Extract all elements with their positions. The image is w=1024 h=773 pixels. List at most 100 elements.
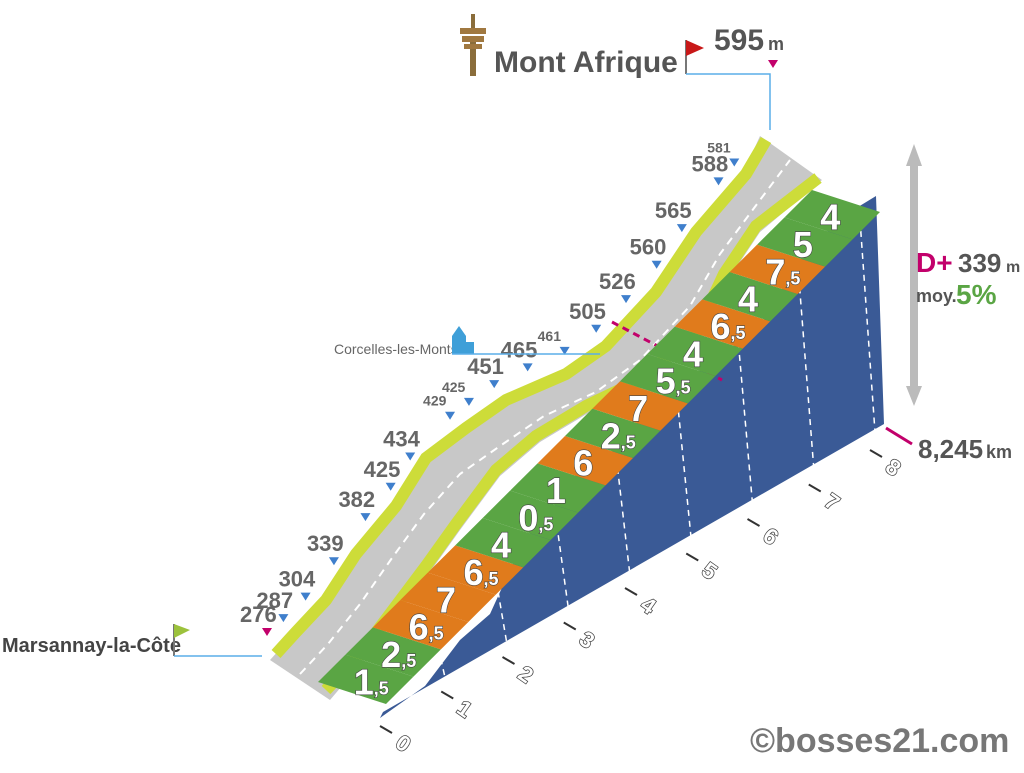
altitude-label: 382 bbox=[338, 487, 375, 512]
gradient-label: 7 bbox=[436, 579, 456, 620]
gradient-tile bbox=[647, 326, 743, 376]
start-flag-icon bbox=[173, 624, 190, 656]
km-tick-mark bbox=[746, 518, 761, 527]
waypoint-name: Corcelles-les-Monts bbox=[334, 341, 458, 357]
gradient-tile bbox=[537, 436, 633, 486]
altitude-label: 581 bbox=[707, 139, 731, 155]
gradient-tile bbox=[784, 190, 880, 240]
altitude-marker-icon bbox=[621, 295, 632, 304]
altitude-marker-icon bbox=[278, 614, 289, 623]
altitude-label: 451 bbox=[467, 354, 504, 379]
distance-value: 8,245 bbox=[918, 434, 983, 464]
wall-gridline bbox=[553, 502, 571, 619]
gradient-tile bbox=[510, 463, 606, 513]
km-tick-label: 4 bbox=[636, 592, 661, 620]
km-tick-mark bbox=[379, 725, 393, 734]
summit-marker-icon bbox=[768, 60, 778, 68]
road-edge-outer bbox=[271, 136, 772, 659]
gradient-tile bbox=[674, 299, 771, 349]
km-tick-mark bbox=[869, 449, 883, 458]
gradient-tile bbox=[757, 217, 853, 267]
road-surface bbox=[270, 136, 822, 700]
altitude-label: 339 bbox=[307, 531, 344, 556]
km-tick-label: 7 bbox=[820, 488, 844, 516]
altitude-labels: 2762873043393824254344294254514654615055… bbox=[240, 139, 740, 636]
altitude-marker-icon bbox=[463, 397, 474, 406]
altitude-label: 276 bbox=[240, 602, 277, 627]
km-tick-label: 1 bbox=[452, 695, 476, 723]
gradient-tile bbox=[372, 600, 469, 650]
altitude-label: 429 bbox=[423, 393, 447, 409]
gradient-tile bbox=[592, 381, 688, 431]
altitude-marker-icon bbox=[328, 557, 339, 566]
altitude-marker-icon bbox=[676, 224, 687, 233]
altitude-marker-icon bbox=[405, 452, 416, 461]
km-tick-mark bbox=[440, 690, 454, 700]
altitude-label: 505 bbox=[569, 299, 606, 324]
km-tick-label: 3 bbox=[575, 626, 599, 654]
distance-leader bbox=[885, 426, 913, 446]
km-tick-mark bbox=[685, 552, 699, 562]
gradient-tile bbox=[565, 408, 661, 458]
altitude-label: 526 bbox=[599, 269, 636, 294]
gradient-label: 4 bbox=[820, 197, 840, 238]
km-tick-mark bbox=[808, 483, 822, 493]
altitude-marker-icon bbox=[713, 177, 724, 186]
gradient-label: 7 bbox=[628, 388, 648, 429]
km-tick-mark bbox=[563, 621, 577, 631]
altitude-marker-icon bbox=[360, 513, 371, 522]
km-tick-label: 0 bbox=[391, 730, 415, 758]
gradient-label: 5 bbox=[793, 224, 813, 265]
wall-gridline bbox=[736, 332, 755, 516]
gradient-tile bbox=[318, 654, 414, 704]
dplus-label: D+ bbox=[916, 247, 953, 278]
gradient-tile bbox=[482, 490, 579, 540]
altitude-label: 465 bbox=[501, 337, 538, 362]
wall-gridline bbox=[798, 276, 816, 481]
altitude-marker-icon bbox=[262, 628, 272, 636]
altitude-marker-icon bbox=[445, 411, 456, 420]
elevation-arrow-icon bbox=[906, 144, 922, 406]
gradient-label: 1 bbox=[546, 470, 566, 511]
altitude-label: 304 bbox=[279, 567, 316, 592]
gradient-tile bbox=[455, 518, 551, 568]
avg-label: moy. bbox=[916, 286, 957, 306]
altitude-label: 565 bbox=[655, 198, 692, 223]
tower-icon bbox=[460, 14, 486, 76]
start-name: Marsannay-la-Côte bbox=[2, 635, 181, 657]
altitude-label: 560 bbox=[630, 235, 667, 260]
altitude-marker-icon bbox=[522, 363, 533, 372]
gradient-label: 4 bbox=[683, 333, 703, 374]
altitude-label: 588 bbox=[692, 151, 729, 176]
gradient-label: 1,5 bbox=[354, 661, 389, 702]
gradient-tile bbox=[702, 272, 798, 322]
altitude-label: 425 bbox=[442, 379, 466, 395]
altitude-marker-icon bbox=[385, 482, 396, 491]
wall-gridline bbox=[859, 219, 877, 447]
km-tick-label: 2 bbox=[514, 661, 538, 689]
km-tick-mark bbox=[501, 656, 516, 665]
gradient-label: 7,5 bbox=[765, 251, 800, 292]
km-tick-label: 6 bbox=[759, 523, 783, 551]
altitude-label: 425 bbox=[364, 457, 401, 482]
altitude-marker-icon bbox=[591, 324, 602, 333]
gradient-label: 4 bbox=[738, 279, 758, 320]
gradient-tile bbox=[729, 244, 826, 294]
altitude-label: 461 bbox=[538, 328, 562, 344]
altitude-label: 434 bbox=[383, 427, 420, 452]
summit-altitude: 595 bbox=[714, 24, 764, 57]
km-tick-label: 8 bbox=[881, 454, 905, 482]
summit-name: Mont Afrique bbox=[494, 46, 678, 79]
altitude-marker-icon bbox=[651, 260, 662, 269]
km-tick-mark bbox=[624, 587, 638, 596]
gradient-tile bbox=[619, 354, 716, 404]
altitude-marker-icon bbox=[489, 380, 500, 389]
altitude-marker-icon bbox=[300, 592, 311, 601]
gradient-label: 6 bbox=[573, 443, 593, 484]
summit-leader bbox=[686, 73, 771, 130]
altitude-marker-icon bbox=[729, 158, 740, 167]
wall-gridline bbox=[675, 389, 693, 550]
